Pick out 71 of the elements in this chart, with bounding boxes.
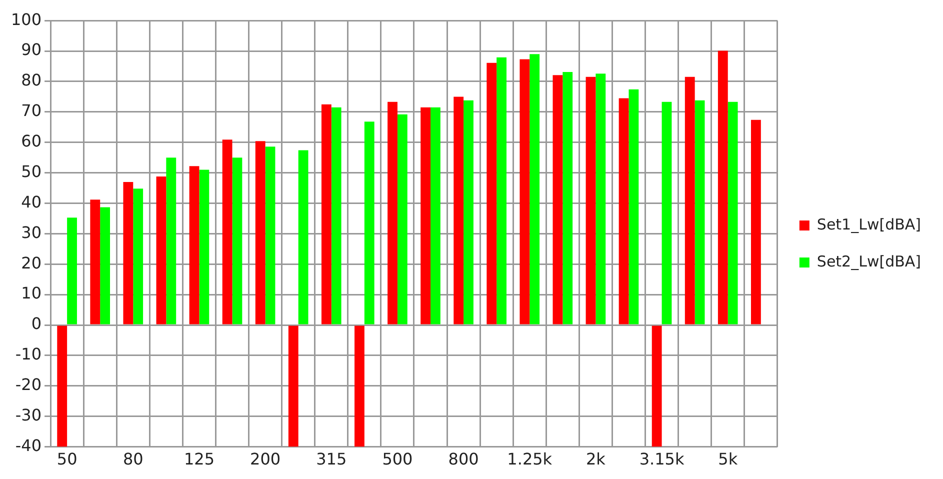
y-tick-label: 50: [21, 162, 42, 181]
bar: [728, 102, 738, 324]
bar: [67, 218, 77, 324]
y-tick-label: 30: [21, 222, 42, 242]
legend-label: Set1_Lw[dBA]: [816, 215, 921, 234]
bar: [189, 166, 200, 324]
y-tick-label: 20: [21, 253, 42, 272]
y-tick-label: -10: [15, 344, 42, 364]
y-tick-label: 70: [21, 101, 42, 120]
legend-label: Set2_Lw[dBA]: [816, 252, 921, 270]
bar: [166, 158, 176, 324]
bar: [652, 326, 662, 447]
x-tick-label: 200: [250, 450, 281, 469]
y-tick-label: -40: [15, 436, 42, 455]
bar: [397, 114, 408, 324]
x-tick-label: 500: [382, 450, 413, 469]
bar: [57, 326, 68, 447]
bar: [628, 89, 639, 324]
bar: [694, 100, 705, 324]
bar: [750, 120, 761, 324]
bar: [222, 140, 232, 324]
bar: [530, 54, 540, 324]
y-tick-label: 80: [21, 70, 42, 90]
x-tick-label: 80: [122, 450, 144, 469]
bar: [486, 62, 497, 324]
bar: [232, 158, 242, 324]
bar: [562, 72, 573, 324]
y-tick-label: 0: [31, 314, 42, 334]
bar: [420, 107, 430, 324]
y-tick-label: 90: [21, 40, 42, 60]
y-tick-label: 100: [10, 10, 42, 29]
y-tick-label: -30: [15, 406, 42, 425]
bar: [123, 182, 134, 324]
x-tick-label: 5k: [718, 450, 738, 469]
bar: [662, 102, 672, 324]
y-tick-label: -20: [15, 375, 42, 394]
bar: [199, 170, 210, 324]
x-tick-label: 125: [184, 450, 214, 469]
bar: [552, 75, 563, 324]
y-tick-label: 60: [21, 132, 42, 151]
x-tick-label: 800: [448, 450, 479, 469]
bar: [100, 207, 110, 324]
bar: [331, 107, 342, 324]
bar: [430, 107, 440, 324]
bar: [586, 76, 596, 324]
y-tick-label: 10: [21, 284, 42, 303]
bar: [255, 141, 266, 324]
bar: [454, 96, 464, 324]
x-tick-label: 2k: [586, 450, 606, 469]
bar: [354, 326, 364, 447]
bar: [265, 146, 276, 324]
bar: [288, 326, 298, 447]
bar: [388, 102, 398, 324]
bar: [596, 74, 606, 324]
bar: [133, 188, 144, 324]
bar: [618, 98, 629, 324]
bar: [520, 59, 530, 324]
x-tick-label: 315: [316, 450, 347, 469]
bar: [364, 122, 374, 324]
bar: [684, 76, 695, 324]
x-tick-label: 3.15k: [639, 450, 685, 469]
bar: [298, 150, 308, 324]
bar: [156, 176, 166, 324]
x-tick-label: 50: [56, 450, 78, 469]
bar: [718, 50, 728, 324]
bar: [464, 100, 474, 324]
x-tick-label: 1.25k: [507, 450, 553, 469]
y-tick-label: 40: [21, 192, 42, 212]
bar: [321, 104, 332, 324]
bar: [90, 200, 100, 324]
bar: [496, 57, 506, 324]
